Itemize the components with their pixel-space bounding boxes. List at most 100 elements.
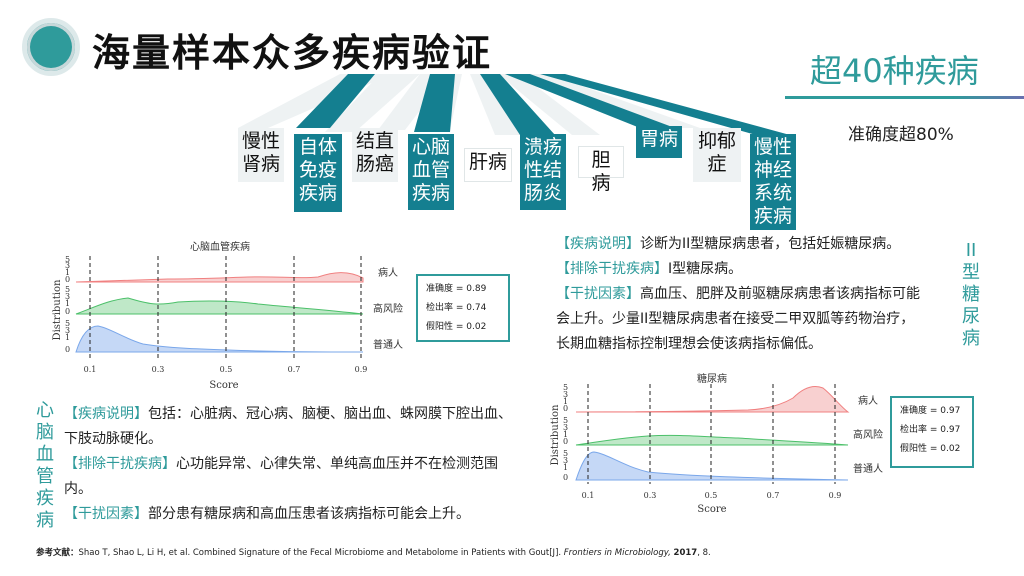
diabetes-exclusion-tag: 【排除干扰疾病】 xyxy=(556,261,668,277)
accuracy-note: 准确度超80% xyxy=(848,125,954,145)
reference-prefix: 参考文献： xyxy=(36,548,79,558)
cardio-group-label: 普通人 xyxy=(373,338,403,351)
diabetes-xtick: 0.7 xyxy=(767,491,780,500)
cardio-xtick: 0.5 xyxy=(220,365,233,374)
cardio-group-label: 病人 xyxy=(378,266,398,279)
cardio-risk-density xyxy=(75,297,364,315)
disease-tag: 抑郁症 xyxy=(693,128,741,182)
svg-text:1: 1 xyxy=(563,463,568,472)
cardio-stat-detection: 检出率 = 0.74 xyxy=(426,303,487,313)
diabetes-xtick: 0.9 xyxy=(829,491,842,500)
svg-text:1: 1 xyxy=(563,397,568,406)
cardio-xtick: 0.9 xyxy=(355,365,368,374)
disease-count-highlight: 超40种疾病 xyxy=(810,52,979,90)
disease-tag: 慢性神经系统疾病 xyxy=(750,134,796,230)
cardio-chart-title: 心脑血管疾病 xyxy=(190,242,250,253)
svg-text:3: 3 xyxy=(563,423,568,432)
reference-citation: 参考文献：Shao T, Shao L, Li H, et al. Combin… xyxy=(36,546,711,558)
svg-text:1: 1 xyxy=(65,333,70,342)
svg-text:0: 0 xyxy=(65,307,70,316)
cardio-xtick: 0.7 xyxy=(288,365,301,374)
cardio-xlabel: Score xyxy=(209,380,238,391)
svg-text:3: 3 xyxy=(563,390,568,399)
cardio-ylabel: Distribution xyxy=(52,279,63,340)
page-title: 海量样本众多疾病验证 xyxy=(92,31,493,75)
reference-pages: , 8. xyxy=(697,548,711,558)
svg-text:1: 1 xyxy=(65,299,70,308)
cardio-stat-accuracy: 准确度 = 0.89 xyxy=(426,284,487,294)
diabetes-stat-detection: 检出率 = 0.97 xyxy=(900,425,961,435)
cardio-stat-false-positive: 假阳性 = 0.02 xyxy=(426,322,487,332)
disease-tag: 慢性肾病 xyxy=(238,128,284,182)
diabetes-patient-density xyxy=(575,385,850,413)
diabetes-stat-accuracy: 准确度 = 0.97 xyxy=(900,406,961,416)
disease-tag: 心脑血管疾病 xyxy=(408,134,454,210)
svg-text:3: 3 xyxy=(65,261,70,270)
diabetes-chart-title: 糖尿病 xyxy=(697,374,727,385)
diabetes-description-text: 诊断为II型糖尿病患者，包括妊娠糖尿病。 xyxy=(640,236,901,252)
highlight-underline xyxy=(785,96,1024,99)
diabetes-normal-density xyxy=(575,451,849,481)
diabetes-group-label: 普通人 xyxy=(853,462,883,475)
diabetes-xtick: 0.1 xyxy=(582,491,595,500)
svg-text:5: 5 xyxy=(563,449,568,458)
cardio-group-label: 高风险 xyxy=(373,302,403,315)
cardio-exclusion-text: 心功能异常、心律失常、单纯高血压并不在检测范围内。 xyxy=(64,456,498,497)
diabetes-xtick: 0.3 xyxy=(644,491,657,500)
svg-text:5: 5 xyxy=(65,319,70,328)
diabetes-xtick: 0.5 xyxy=(705,491,718,500)
svg-text:3: 3 xyxy=(65,326,70,335)
diabetes-description-tag: 【疾病说明】 xyxy=(556,236,640,252)
diabetes-text-block: 【疾病说明】诊断为II型糖尿病患者，包括妊娠糖尿病。 【排除干扰疾病】I型糖尿病… xyxy=(556,232,926,357)
svg-text:5: 5 xyxy=(563,416,568,425)
disease-tag: 胆病 xyxy=(578,146,624,194)
disease-tag: 胃病 xyxy=(636,126,682,158)
diabetes-vertical-label: II型糖尿病 xyxy=(962,240,980,349)
diabetes-exclusion-text: I型糖尿病。 xyxy=(668,261,743,277)
diabetes-group-label: 高风险 xyxy=(853,428,883,441)
cardio-vertical-label: 心脑血管疾病 xyxy=(36,400,54,531)
diabetes-group-label: 病人 xyxy=(858,394,878,407)
diabetes-stats-box: 准确度 = 0.97 检出率 = 0.97 假阳性 = 0.02 xyxy=(890,396,974,468)
reference-year: 2017 xyxy=(673,548,698,558)
cardio-xtick: 0.3 xyxy=(152,365,165,374)
disease-tag: 溃疡性结肠炎 xyxy=(520,134,566,210)
svg-text:1: 1 xyxy=(563,430,568,439)
diabetes-interference-text: 高血压、肥胖及前驱糖尿病患者该病指标可能会上升。少量II型糖尿病患者在接受二甲双… xyxy=(556,286,920,352)
svg-text:3: 3 xyxy=(65,292,70,301)
svg-text:3: 3 xyxy=(563,456,568,465)
cardio-description-text: 包括：心脏病、冠心病、脑梗、脑出血、蛛网膜下腔出血、下肢动脉硬化。 xyxy=(64,406,512,447)
cardio-description: 【疾病说明】包括：心脏病、冠心病、脑梗、脑出血、蛛网膜下腔出血、下肢动脉硬化。 xyxy=(64,402,514,452)
svg-text:0: 0 xyxy=(563,473,568,482)
diabetes-interference: 【干扰因素】高血压、肥胖及前驱糖尿病患者该病指标可能会上升。少量II型糖尿病患者… xyxy=(556,282,926,357)
cardio-patient-density xyxy=(75,272,364,283)
diabetes-exclusion: 【排除干扰疾病】I型糖尿病。 xyxy=(556,257,926,282)
svg-text:0: 0 xyxy=(65,275,70,284)
cardio-stats-box: 准确度 = 0.89 检出率 = 0.74 假阳性 = 0.02 xyxy=(416,274,510,342)
cardio-interference: 【干扰因素】部分患有糖尿病和高血压患者该病指标可能会上升。 xyxy=(64,502,514,527)
reference-text: Shao T, Shao L, Li H, et al. Combined Si… xyxy=(78,548,562,558)
cardio-interference-tag: 【干扰因素】 xyxy=(64,506,148,522)
svg-text:1: 1 xyxy=(65,268,70,277)
cardio-interference-text: 部分患有糖尿病和高血压患者该病指标可能会上升。 xyxy=(148,506,470,522)
diabetes-stat-false-positive: 假阳性 = 0.02 xyxy=(900,444,961,454)
diabetes-risk-density xyxy=(575,434,849,446)
cardio-text-block: 【疾病说明】包括：心脏病、冠心病、脑梗、脑出血、蛛网膜下腔出血、下肢动脉硬化。 … xyxy=(64,402,514,527)
svg-text:5: 5 xyxy=(563,383,568,392)
disease-tag: 肝病 xyxy=(464,148,512,182)
svg-text:0: 0 xyxy=(563,437,568,446)
cardio-description-tag: 【疾病说明】 xyxy=(64,406,148,422)
disease-tag: 自体免疫疾病 xyxy=(294,134,342,212)
diabetes-xlabel: Score xyxy=(697,504,726,515)
cardio-exclusion-tag: 【排除干扰疾病】 xyxy=(64,456,176,472)
diabetes-description: 【疾病说明】诊断为II型糖尿病患者，包括妊娠糖尿病。 xyxy=(556,232,926,257)
disease-tag: 结直肠癌 xyxy=(352,128,398,182)
cardio-xtick: 0.1 xyxy=(84,365,97,374)
svg-text:0: 0 xyxy=(563,404,568,413)
title-bullet-circle xyxy=(22,18,80,76)
reference-journal: Frontiers in Microbiology, xyxy=(563,548,671,558)
